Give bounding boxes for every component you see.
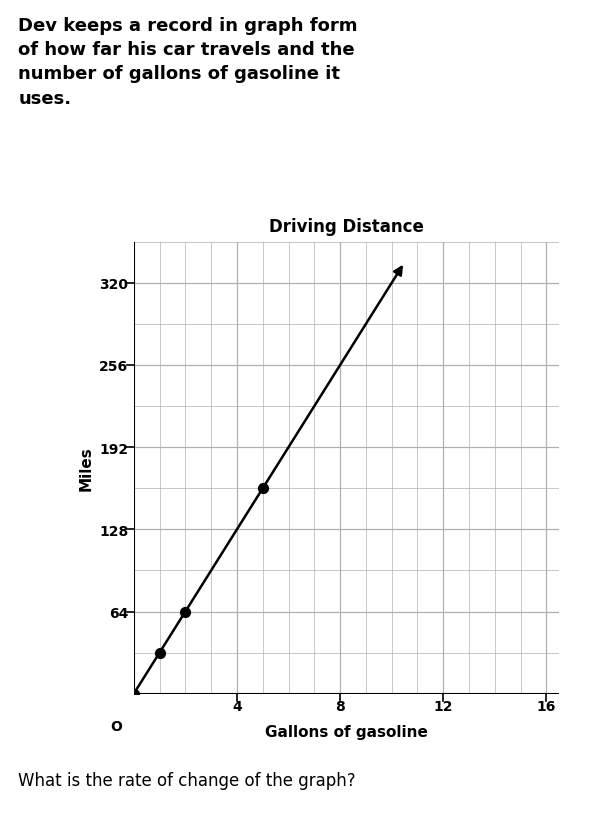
Point (181, 605, 190, 619)
Point (129, 687, 139, 701)
Y-axis label: Miles: Miles (78, 446, 94, 491)
Text: What is the rate of change of the graph?: What is the rate of change of the graph? (18, 771, 356, 789)
X-axis label: Gallons of gasoline: Gallons of gasoline (265, 725, 428, 740)
Text: Dev keeps a record in graph form
of how far his car travels and the
number of ga: Dev keeps a record in graph form of how … (18, 17, 358, 108)
Point (154, 646, 164, 660)
Point (258, 482, 268, 496)
Text: O: O (110, 720, 122, 733)
Title: Driving Distance: Driving Distance (269, 217, 424, 236)
